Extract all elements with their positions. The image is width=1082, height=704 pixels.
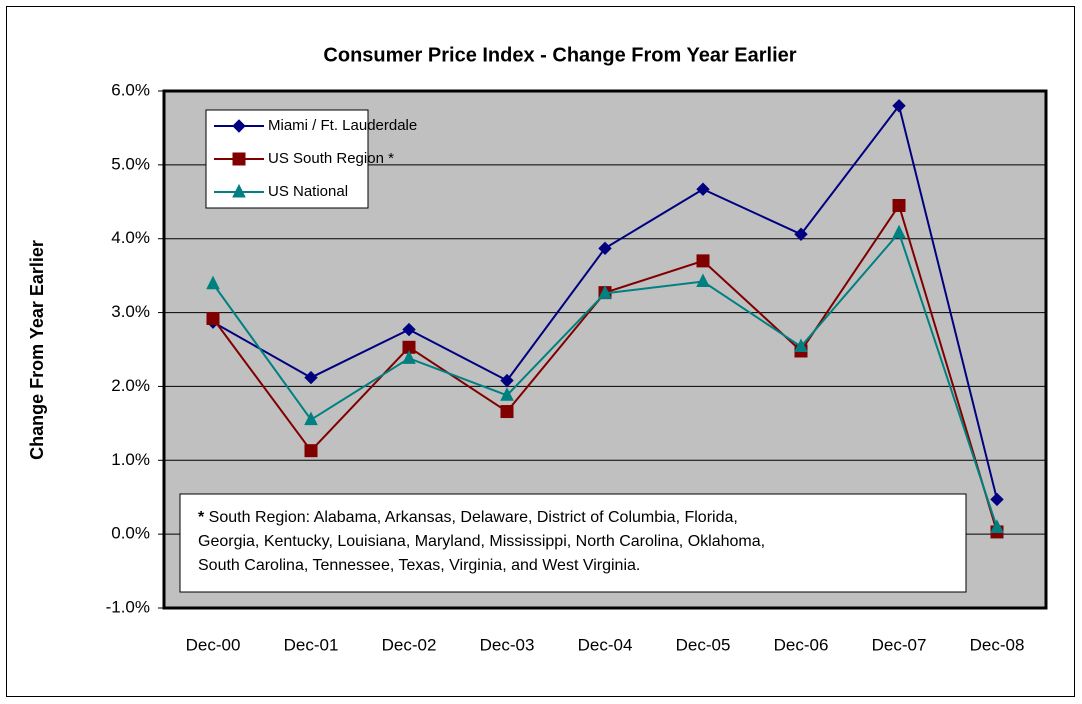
data-point — [500, 387, 514, 401]
y-axis-label: Change From Year Earlier — [27, 240, 47, 460]
data-point — [402, 322, 416, 337]
data-point — [500, 405, 514, 419]
note-line: * South Region: Alabama, Arkansas, Delaw… — [198, 509, 738, 526]
data-point — [206, 275, 220, 290]
data-point — [990, 519, 1004, 533]
data-point — [892, 224, 906, 239]
x-tick-label: Dec-00 — [186, 635, 241, 654]
data-point — [892, 99, 906, 113]
data-point — [696, 273, 710, 288]
data-point — [598, 285, 612, 299]
y-tick-label: 2.0% — [111, 376, 150, 395]
data-point — [990, 492, 1004, 507]
note-text: South Region: Alabama, Arkansas, Delawar… — [204, 509, 738, 526]
data-point — [696, 182, 710, 196]
x-tick-label: Dec-01 — [284, 635, 339, 654]
legend-label: US National — [268, 183, 348, 200]
data-point — [304, 411, 318, 426]
legend-label: Miami / Ft. Lauderdale — [268, 117, 417, 134]
y-tick-label: -1.0% — [106, 597, 150, 616]
legend-marker — [232, 152, 246, 166]
y-tick-label: 0.0% — [111, 524, 150, 543]
data-point — [402, 350, 416, 364]
y-tick-label: 5.0% — [111, 154, 150, 173]
x-tick-label: Dec-03 — [480, 635, 535, 654]
x-tick-label: Dec-08 — [970, 635, 1025, 654]
legend-label: US South Region * — [268, 150, 394, 167]
x-tick-label: Dec-06 — [774, 635, 829, 654]
note-text: Georgia, Kentucky, Louisiana, Maryland, … — [198, 533, 765, 550]
y-tick-label: 6.0% — [111, 80, 150, 99]
data-point — [794, 227, 808, 241]
data-point — [500, 373, 514, 388]
x-tick-label: Dec-04 — [578, 635, 633, 654]
x-tick-label: Dec-02 — [382, 635, 437, 654]
data-point — [598, 241, 612, 256]
legend-marker — [232, 183, 246, 198]
data-point — [304, 370, 318, 385]
chart-title: Consumer Price Index - Change From Year … — [323, 44, 796, 66]
data-point — [892, 198, 906, 212]
data-point — [696, 254, 710, 268]
note-marker: * — [198, 509, 205, 526]
x-tick-label: Dec-07 — [872, 635, 927, 654]
note-text: South Carolina, Tennessee, Texas, Virgin… — [198, 557, 640, 574]
note-line: South Carolina, Tennessee, Texas, Virgin… — [198, 557, 640, 574]
y-tick-label: 1.0% — [111, 450, 150, 469]
note-line: Georgia, Kentucky, Louisiana, Maryland, … — [198, 533, 765, 550]
data-point — [304, 444, 318, 458]
y-tick-label: 3.0% — [111, 302, 150, 321]
y-tick-label: 4.0% — [111, 228, 150, 247]
plot-border — [162, 89, 1048, 610]
legend-marker — [232, 119, 246, 133]
x-tick-label: Dec-05 — [676, 635, 731, 654]
data-point — [206, 311, 220, 325]
data-point — [794, 338, 808, 353]
note-box — [179, 493, 967, 593]
